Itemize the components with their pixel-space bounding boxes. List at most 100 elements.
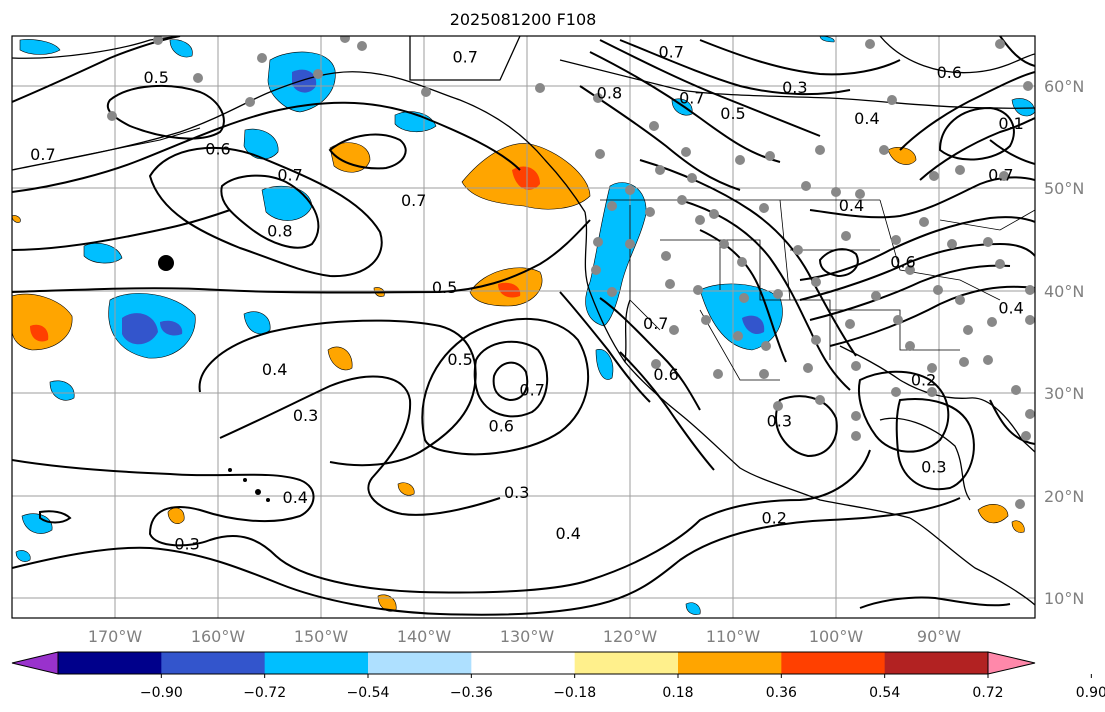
lon-ticks: 170°W 160°W 150°W 140°W 130°W 120°W 110°… [88,627,961,646]
lon-tick: 90°W [917,627,961,646]
contour-label: 0.3 [782,78,807,97]
contour-label: 0.7 [643,314,668,333]
contour-label: 0.5 [432,278,457,297]
contour-label-text: 0.5 [432,278,457,297]
contour-label-text: 0.2 [761,509,786,528]
contour-label: 0.3 [293,406,318,425]
contour-label-text: 0.5 [720,104,745,123]
colorbar-tick-label: 0.72 [972,685,1003,701]
colorbar-cell [574,652,679,674]
colorbar-cell [678,652,782,674]
lat-tick: 10°N [1044,589,1084,608]
contour-label: 0.4 [262,360,287,379]
contour-label: 0.7 [30,145,55,164]
contour-label: 0.1 [998,114,1023,133]
shading-layer [12,36,1035,615]
lon-tick: 120°W [603,627,658,646]
colorbar-cell [161,652,266,674]
contour-label-text: 0.6 [489,416,514,435]
colorbar-outline [57,651,989,675]
contour-label-text: 0.3 [504,483,529,502]
colorbar-tick-label: −0.18 [553,685,596,701]
contour-label-text: 0.8 [597,83,622,102]
highlight-marker [158,255,174,271]
contour-label: 0.3 [767,411,792,430]
contour-label-text: 0.7 [519,381,544,400]
station-markers [107,36,1035,509]
contour-label-text: 0.7 [643,314,668,333]
contour-label: 0.3 [174,534,199,553]
colorbar-tick-label: −0.72 [243,685,286,701]
colorbar-tick-label: −0.36 [450,685,493,701]
contour-label-text: 0.4 [283,488,308,507]
contour-label: 0.2 [761,509,786,528]
lon-tick: 130°W [500,627,555,646]
colorbar-cell [58,652,162,674]
contour-label: 0.5 [720,104,745,123]
colorbar-extend-high [987,651,1036,675]
contour-label: 0.6 [890,252,915,271]
contour-label: 0.7 [988,165,1013,184]
contour-label: 0.5 [143,68,168,87]
contour-label-text: 0.7 [401,191,426,210]
contour-label: 0.7 [679,88,704,107]
contour-label: 0.3 [504,483,529,502]
lat-tick: 60°N [1044,77,1084,96]
contour-label-text: 0.5 [447,350,472,369]
hawaii-islands [228,468,270,502]
contour-label-text: 0.3 [921,457,946,476]
lon-tick: 100°W [809,627,864,646]
contour-label-text: 0.1 [998,114,1023,133]
map-title: 2025081200 F108 [449,10,597,29]
lon-tick: 150°W [294,627,349,646]
contour-label-text: 0.2 [911,370,936,389]
contour-label: 0.2 [911,370,936,389]
lon-tick: 110°W [706,627,761,646]
contour-label: 0.4 [555,524,580,543]
contour-label-text: 0.7 [30,145,55,164]
lat-tick: 30°N [1044,384,1084,403]
colorbar-tick-label: −0.54 [347,685,390,701]
contour-label: 0.4 [839,196,864,215]
map-border [11,35,1036,619]
contour-label: 0.7 [519,381,544,400]
colorbar-extend-low [11,651,59,675]
colorbar-cell [368,652,472,674]
contour-labels: 0.5 0.7 0.6 0.7 0.7 0.7 0.8 0.5 0.4 0.3 0.5 0.7 0.6 0… [30,42,1024,553]
contour-label: 0.7 [452,47,477,66]
contour-label-text: 0.4 [262,360,287,379]
lon-tick: 170°W [88,627,143,646]
contour-label-text: 0.7 [452,47,477,66]
contour-label: 0.8 [267,222,292,241]
colorbar-cell [781,652,886,674]
contour-label-text: 0.7 [277,165,302,184]
contour-label-text: 0.4 [839,196,864,215]
contour-label: 0.6 [205,140,230,159]
contour-label-text: 0.8 [267,222,292,241]
coastlines [12,36,1035,606]
lat-ticks: 60°N 50°N 40°N 30°N 20°N 10°N [1044,77,1084,608]
colorbar: −0.90 −0.72 −0.54 −0.36 −0.18 0.18 0.36 0.54 0.7… [11,651,1105,701]
contour-label-text: 0.7 [679,88,704,107]
contour-label-text: 0.4 [555,524,580,543]
contour-label-text: 0.7 [988,165,1013,184]
contour-label: 0.7 [277,165,302,184]
contour-label-text: 0.3 [293,406,318,425]
colorbar-tick-label: −0.90 [140,685,183,701]
colorbar-cell [471,652,576,674]
contour-label: 0.7 [401,191,426,210]
contour-label: 0.4 [854,109,879,128]
contour-label-text: 0.7 [658,42,683,61]
contour-label-text: 0.6 [890,252,915,271]
contour-label: 0.4 [998,299,1023,318]
lat-tick: 20°N [1044,487,1084,506]
contour-label-text: 0.6 [937,63,962,82]
colorbar-tick-label: 0.90 [1076,685,1105,701]
lat-tick: 50°N [1044,179,1084,198]
contour-label: 0.8 [597,83,622,102]
aleutian-islands [59,127,201,161]
contour-label: 0.6 [489,416,514,435]
contour-label-text: 0.6 [653,365,678,384]
colorbar-cell [264,652,369,674]
